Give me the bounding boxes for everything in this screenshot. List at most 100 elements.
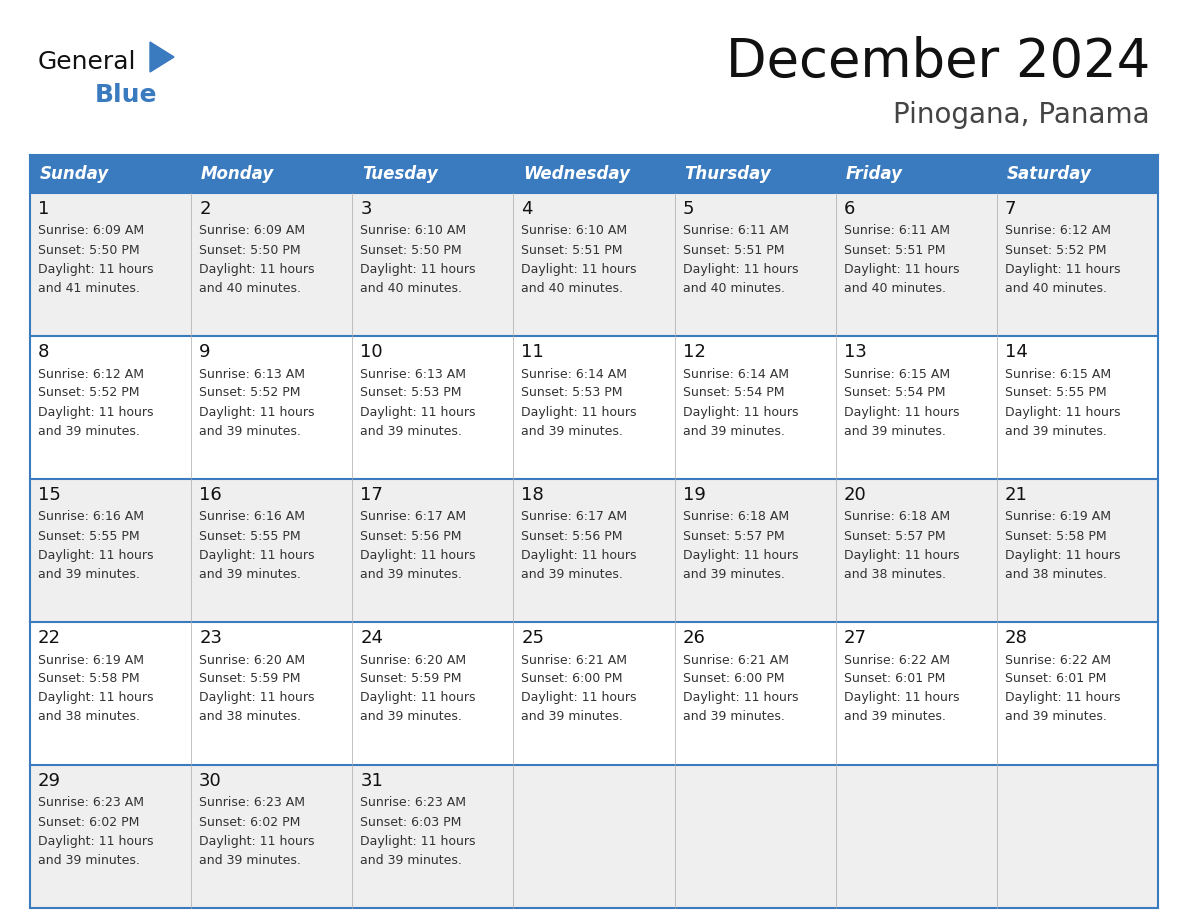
Text: Sunrise: 6:17 AM: Sunrise: 6:17 AM bbox=[522, 510, 627, 523]
Text: and 40 minutes.: and 40 minutes. bbox=[200, 282, 301, 295]
Text: and 39 minutes.: and 39 minutes. bbox=[522, 567, 624, 580]
Text: Sunset: 5:53 PM: Sunset: 5:53 PM bbox=[522, 386, 623, 399]
Text: Sunrise: 6:23 AM: Sunrise: 6:23 AM bbox=[38, 797, 144, 810]
Text: Sunrise: 6:22 AM: Sunrise: 6:22 AM bbox=[843, 654, 949, 666]
Text: Daylight: 11 hours: Daylight: 11 hours bbox=[200, 548, 315, 562]
Text: and 39 minutes.: and 39 minutes. bbox=[522, 424, 624, 438]
Text: and 39 minutes.: and 39 minutes. bbox=[38, 424, 140, 438]
Text: 7: 7 bbox=[1005, 200, 1017, 218]
Text: Daylight: 11 hours: Daylight: 11 hours bbox=[522, 548, 637, 562]
Text: Sunrise: 6:19 AM: Sunrise: 6:19 AM bbox=[38, 654, 144, 666]
Text: Sunrise: 6:20 AM: Sunrise: 6:20 AM bbox=[200, 654, 305, 666]
Text: Daylight: 11 hours: Daylight: 11 hours bbox=[1005, 263, 1120, 275]
Text: December 2024: December 2024 bbox=[726, 36, 1150, 88]
Text: 24: 24 bbox=[360, 629, 384, 647]
Text: Daylight: 11 hours: Daylight: 11 hours bbox=[683, 691, 798, 704]
Text: Sunset: 6:01 PM: Sunset: 6:01 PM bbox=[1005, 673, 1106, 686]
Text: Sunset: 5:50 PM: Sunset: 5:50 PM bbox=[38, 243, 140, 256]
Text: Daylight: 11 hours: Daylight: 11 hours bbox=[683, 263, 798, 275]
Text: Blue: Blue bbox=[95, 83, 158, 107]
Text: Thursday: Thursday bbox=[684, 165, 771, 183]
Text: 10: 10 bbox=[360, 343, 383, 361]
Text: Sunrise: 6:09 AM: Sunrise: 6:09 AM bbox=[200, 225, 305, 238]
Text: Daylight: 11 hours: Daylight: 11 hours bbox=[360, 834, 475, 847]
Text: Sunset: 5:50 PM: Sunset: 5:50 PM bbox=[200, 243, 301, 256]
Text: Daylight: 11 hours: Daylight: 11 hours bbox=[38, 691, 153, 704]
Text: 5: 5 bbox=[683, 200, 694, 218]
Text: 19: 19 bbox=[683, 486, 706, 504]
Text: Sunset: 5:53 PM: Sunset: 5:53 PM bbox=[360, 386, 462, 399]
Text: Daylight: 11 hours: Daylight: 11 hours bbox=[38, 263, 153, 275]
Text: Sunrise: 6:14 AM: Sunrise: 6:14 AM bbox=[522, 367, 627, 380]
Text: 11: 11 bbox=[522, 343, 544, 361]
Text: 14: 14 bbox=[1005, 343, 1028, 361]
Text: Sunset: 5:52 PM: Sunset: 5:52 PM bbox=[38, 386, 139, 399]
Text: and 39 minutes.: and 39 minutes. bbox=[1005, 711, 1107, 723]
Text: Daylight: 11 hours: Daylight: 11 hours bbox=[1005, 406, 1120, 419]
Text: and 39 minutes.: and 39 minutes. bbox=[360, 567, 462, 580]
Text: Daylight: 11 hours: Daylight: 11 hours bbox=[1005, 691, 1120, 704]
Text: Daylight: 11 hours: Daylight: 11 hours bbox=[360, 263, 475, 275]
Text: and 38 minutes.: and 38 minutes. bbox=[843, 567, 946, 580]
Text: and 39 minutes.: and 39 minutes. bbox=[843, 424, 946, 438]
Text: 27: 27 bbox=[843, 629, 867, 647]
Text: Daylight: 11 hours: Daylight: 11 hours bbox=[360, 691, 475, 704]
Text: 30: 30 bbox=[200, 772, 222, 790]
Text: Sunset: 5:54 PM: Sunset: 5:54 PM bbox=[843, 386, 946, 399]
Text: Sunset: 6:03 PM: Sunset: 6:03 PM bbox=[360, 815, 462, 829]
Text: and 38 minutes.: and 38 minutes. bbox=[38, 711, 140, 723]
Text: and 40 minutes.: and 40 minutes. bbox=[843, 282, 946, 295]
Text: 25: 25 bbox=[522, 629, 544, 647]
Text: Sunrise: 6:13 AM: Sunrise: 6:13 AM bbox=[200, 367, 305, 380]
Text: Sunset: 5:52 PM: Sunset: 5:52 PM bbox=[1005, 243, 1106, 256]
Text: and 39 minutes.: and 39 minutes. bbox=[683, 567, 784, 580]
Text: Sunset: 5:59 PM: Sunset: 5:59 PM bbox=[200, 673, 301, 686]
Text: Sunrise: 6:14 AM: Sunrise: 6:14 AM bbox=[683, 367, 789, 380]
Text: 15: 15 bbox=[38, 486, 61, 504]
Text: Sunrise: 6:21 AM: Sunrise: 6:21 AM bbox=[522, 654, 627, 666]
Text: 12: 12 bbox=[683, 343, 706, 361]
Text: Sunset: 5:58 PM: Sunset: 5:58 PM bbox=[1005, 530, 1106, 543]
Text: 9: 9 bbox=[200, 343, 210, 361]
Text: Sunrise: 6:17 AM: Sunrise: 6:17 AM bbox=[360, 510, 467, 523]
Text: and 40 minutes.: and 40 minutes. bbox=[360, 282, 462, 295]
Text: Sunset: 5:55 PM: Sunset: 5:55 PM bbox=[1005, 386, 1106, 399]
Text: Sunrise: 6:23 AM: Sunrise: 6:23 AM bbox=[360, 797, 466, 810]
Text: and 39 minutes.: and 39 minutes. bbox=[38, 567, 140, 580]
Text: 29: 29 bbox=[38, 772, 61, 790]
Text: Saturday: Saturday bbox=[1007, 165, 1092, 183]
Text: Sunrise: 6:15 AM: Sunrise: 6:15 AM bbox=[1005, 367, 1111, 380]
Text: 17: 17 bbox=[360, 486, 384, 504]
Text: Daylight: 11 hours: Daylight: 11 hours bbox=[522, 691, 637, 704]
Text: Sunset: 5:55 PM: Sunset: 5:55 PM bbox=[200, 530, 301, 543]
Text: and 39 minutes.: and 39 minutes. bbox=[522, 711, 624, 723]
Text: Tuesday: Tuesday bbox=[362, 165, 438, 183]
Text: 3: 3 bbox=[360, 200, 372, 218]
Text: Sunset: 6:00 PM: Sunset: 6:00 PM bbox=[683, 673, 784, 686]
Text: Friday: Friday bbox=[846, 165, 903, 183]
Text: Sunset: 5:51 PM: Sunset: 5:51 PM bbox=[683, 243, 784, 256]
Text: Daylight: 11 hours: Daylight: 11 hours bbox=[38, 834, 153, 847]
Text: Sunset: 5:51 PM: Sunset: 5:51 PM bbox=[522, 243, 623, 256]
Text: and 39 minutes.: and 39 minutes. bbox=[683, 711, 784, 723]
Text: Sunset: 5:57 PM: Sunset: 5:57 PM bbox=[683, 530, 784, 543]
Text: Sunrise: 6:15 AM: Sunrise: 6:15 AM bbox=[843, 367, 950, 380]
Text: Sunrise: 6:16 AM: Sunrise: 6:16 AM bbox=[200, 510, 305, 523]
Text: Daylight: 11 hours: Daylight: 11 hours bbox=[843, 548, 959, 562]
Text: Sunset: 5:51 PM: Sunset: 5:51 PM bbox=[843, 243, 946, 256]
Text: Daylight: 11 hours: Daylight: 11 hours bbox=[683, 548, 798, 562]
Text: General: General bbox=[38, 50, 137, 74]
Text: Sunrise: 6:12 AM: Sunrise: 6:12 AM bbox=[38, 367, 144, 380]
Text: Pinogana, Panama: Pinogana, Panama bbox=[893, 101, 1150, 129]
Text: and 41 minutes.: and 41 minutes. bbox=[38, 282, 140, 295]
Text: and 39 minutes.: and 39 minutes. bbox=[683, 424, 784, 438]
Text: 28: 28 bbox=[1005, 629, 1028, 647]
Text: Sunrise: 6:09 AM: Sunrise: 6:09 AM bbox=[38, 225, 144, 238]
Text: Sunrise: 6:21 AM: Sunrise: 6:21 AM bbox=[683, 654, 789, 666]
Text: Sunset: 5:52 PM: Sunset: 5:52 PM bbox=[200, 386, 301, 399]
Text: 6: 6 bbox=[843, 200, 855, 218]
Text: Daylight: 11 hours: Daylight: 11 hours bbox=[38, 406, 153, 419]
Text: Sunset: 5:58 PM: Sunset: 5:58 PM bbox=[38, 673, 140, 686]
Text: and 40 minutes.: and 40 minutes. bbox=[1005, 282, 1107, 295]
Text: and 39 minutes.: and 39 minutes. bbox=[843, 711, 946, 723]
